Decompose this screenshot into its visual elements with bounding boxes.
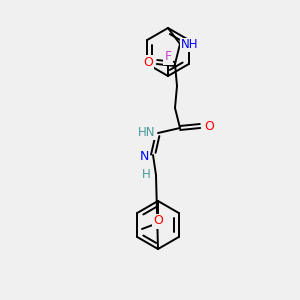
Text: HN: HN bbox=[138, 127, 156, 140]
Text: F: F bbox=[164, 50, 172, 64]
Text: O: O bbox=[153, 214, 163, 227]
Text: O: O bbox=[204, 119, 214, 133]
Text: O: O bbox=[143, 56, 153, 68]
Text: H: H bbox=[142, 169, 150, 182]
Text: N: N bbox=[139, 149, 149, 163]
Text: NH: NH bbox=[181, 38, 199, 52]
